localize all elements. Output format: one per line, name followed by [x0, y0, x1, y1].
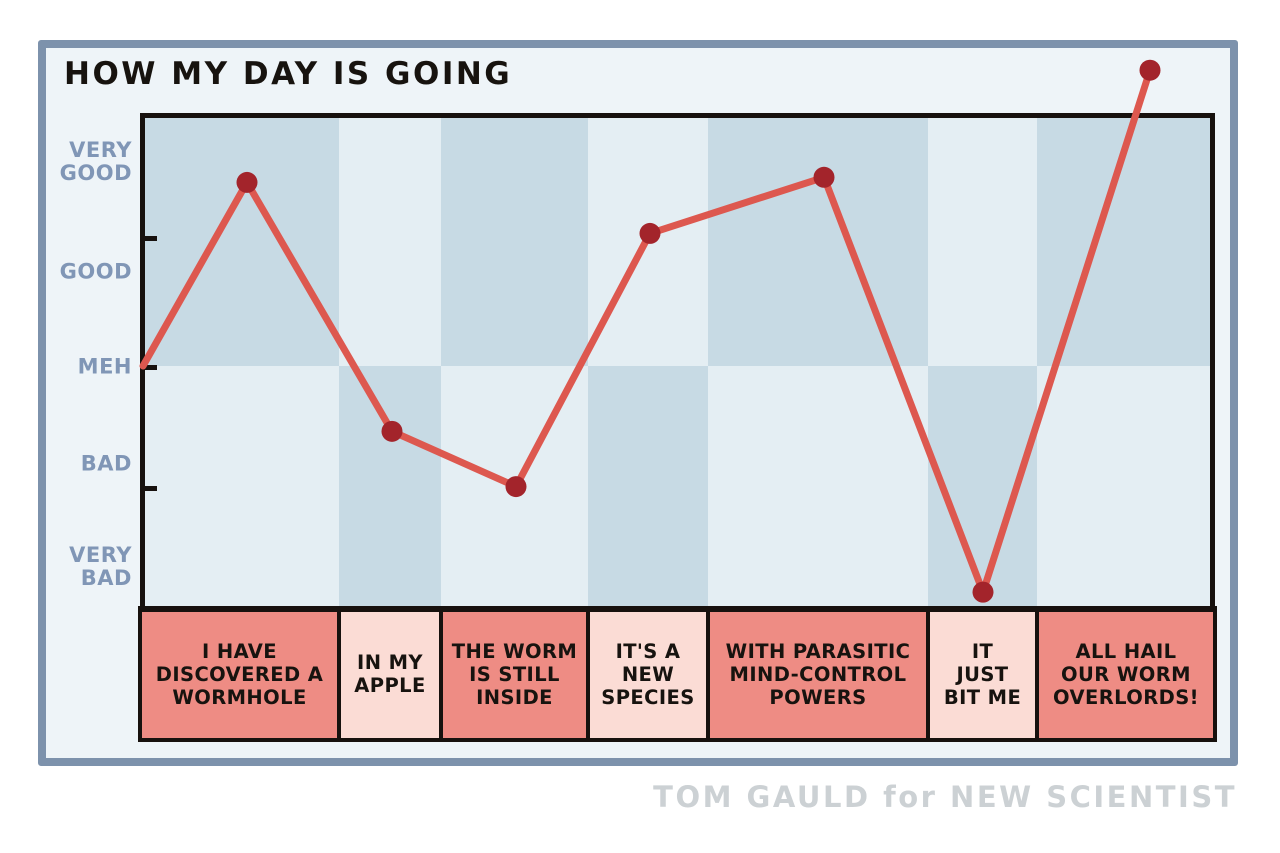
y-axis-label: GOOD: [59, 259, 132, 284]
y-axis-label: MEH: [77, 354, 132, 379]
y-axis-tick: [143, 485, 157, 491]
category-box: THE WORM IS STILL INSIDE: [439, 606, 590, 742]
category-box: IT JUST BIT ME: [926, 606, 1039, 742]
chart-title: HOW MY DAY IS GOING: [64, 56, 513, 92]
category-box: ALL HAIL OUR WORM OVERLORDS!: [1035, 606, 1217, 742]
category-box: I HAVE DISCOVERED A WORMHOLE: [138, 606, 341, 742]
y-axis-label: VERY BAD: [69, 543, 132, 590]
category-box: IT'S A NEW SPECIES: [586, 606, 710, 742]
y-axis-tick: [143, 364, 157, 370]
y-axis-tick: [143, 235, 157, 241]
credit-line: TOM GAULD for NEW SCIENTIST: [653, 780, 1237, 814]
category-box: IN MY APPLE: [337, 606, 443, 742]
y-axis-label: BAD: [80, 451, 132, 476]
y-axis-label: VERY GOOD: [59, 138, 132, 185]
category-box: WITH PARASITIC MIND-CONTROL POWERS: [706, 606, 930, 742]
plot-border: [140, 113, 1215, 612]
